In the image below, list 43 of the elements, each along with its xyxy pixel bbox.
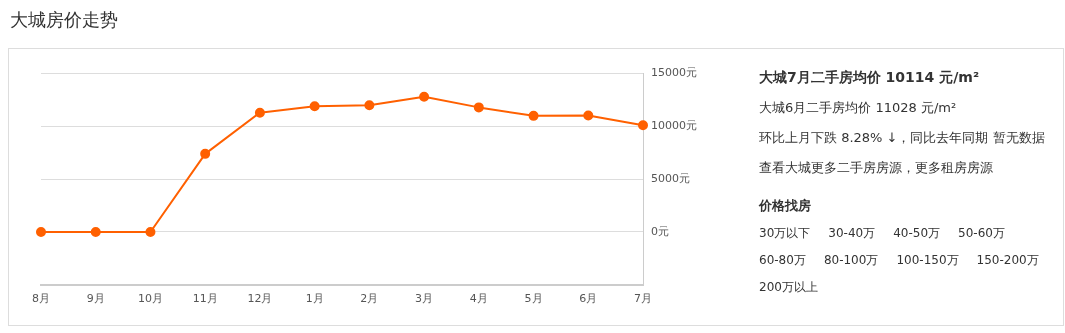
point <box>200 148 211 159</box>
y-tick-label: 15000元 <box>651 66 698 80</box>
point <box>145 227 156 237</box>
point <box>528 110 539 121</box>
text: 60-80万 <box>759 252 806 269</box>
point <box>309 101 320 112</box>
text: 查看大城更多二手房房源，更多租房房源 <box>759 159 994 177</box>
text: 50-60万 <box>958 225 1005 242</box>
text: 大城7月二手房均价 10114 元/m² <box>759 69 981 87</box>
point <box>638 120 649 131</box>
x-tick-label: 1月 <box>305 292 324 306</box>
x-tick-label: 11月 <box>192 292 218 306</box>
point <box>254 107 265 118</box>
x-tick-label: 9月 <box>86 292 105 306</box>
text: 100-150万 <box>896 252 959 269</box>
text: 大城6月二手房均价 11028 元/m² <box>759 99 958 117</box>
text: 30-40万 <box>828 225 876 242</box>
x-tick-label: 8月 <box>32 292 50 306</box>
point <box>364 100 375 111</box>
chart-title: 大城房价走势 <box>10 8 119 32</box>
text: 80-100万 <box>823 252 879 269</box>
point <box>583 110 594 121</box>
text: 环比上月下跌 8.28% ↓，同比去年同期 暂无数据 <box>759 129 1046 147</box>
point <box>90 227 101 237</box>
x-tick-label: 7月 <box>634 292 653 306</box>
text: 150-200万 <box>976 252 1039 269</box>
x-tick-label: 4月 <box>469 292 488 306</box>
text: 30万以下 <box>759 225 811 242</box>
x-tick-label: 5月 <box>524 292 543 306</box>
y-tick-label: 0元 <box>651 224 670 238</box>
text: 200万以上 <box>759 279 818 296</box>
text: 价格找房 <box>759 197 812 215</box>
y-tick-label: 10000元 <box>651 119 698 133</box>
point <box>36 227 46 237</box>
point <box>473 102 484 113</box>
x-tick-label: 6月 <box>579 292 598 306</box>
y-tick-label: 5000元 <box>651 172 691 186</box>
text: 40-50万 <box>893 225 941 242</box>
point <box>419 91 430 102</box>
x-tick-label: 12月 <box>247 292 273 306</box>
x-tick-label: 10月 <box>137 292 163 306</box>
x-tick-label: 2月 <box>360 292 379 306</box>
x-tick-label: 3月 <box>415 292 434 306</box>
